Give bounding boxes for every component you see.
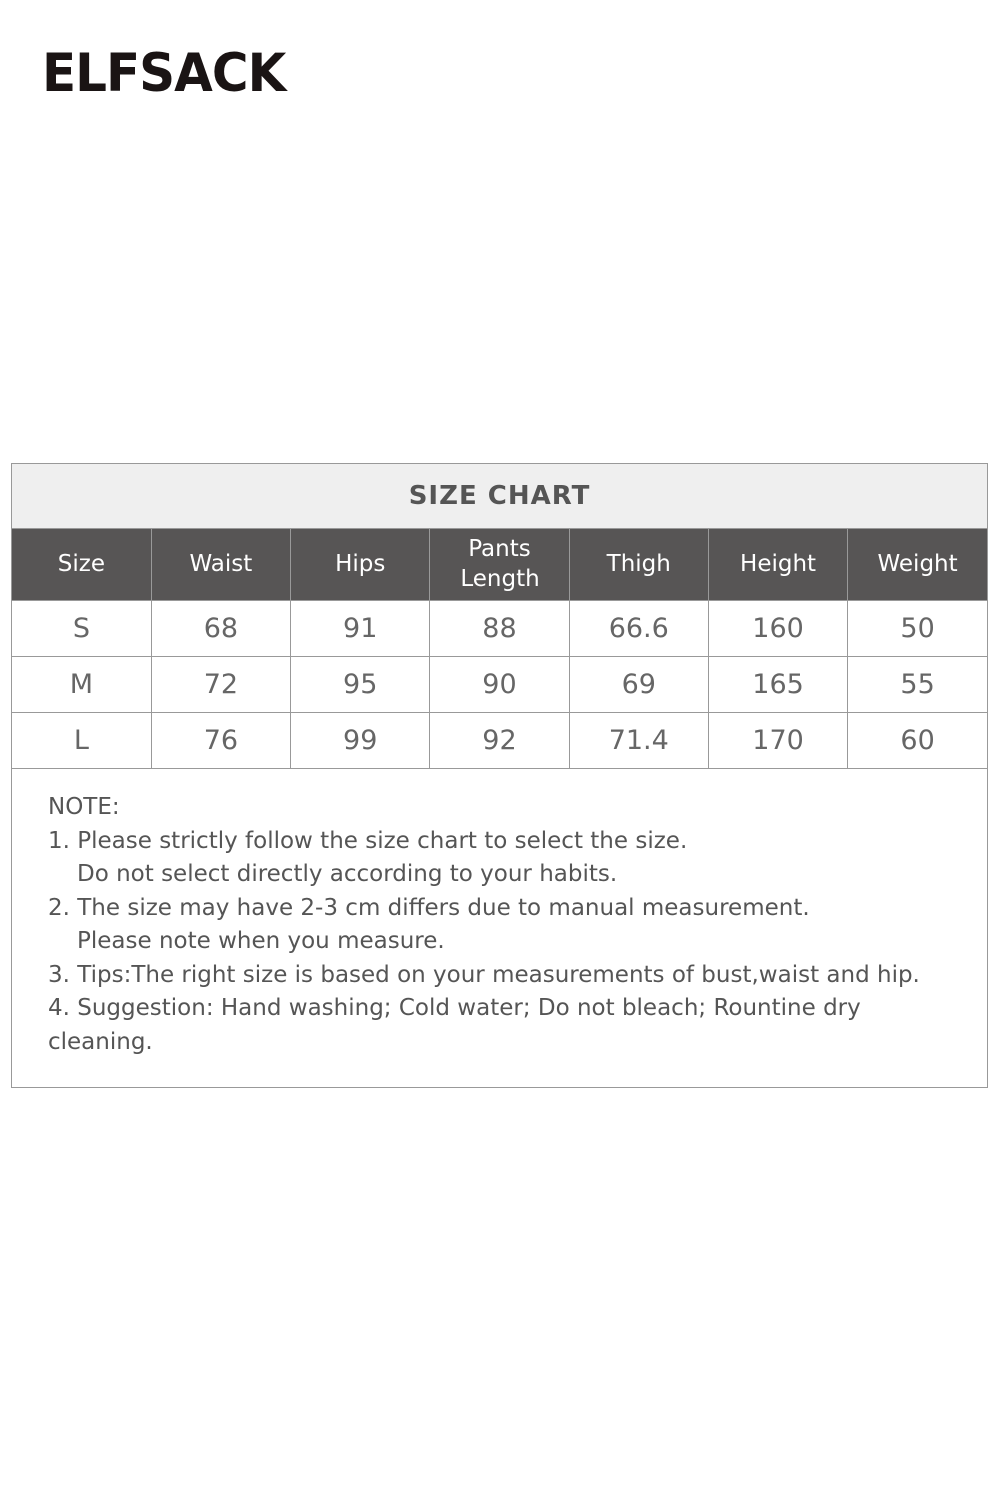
column-header: Thigh <box>568 529 709 601</box>
table-cell: 165 <box>707 656 848 713</box>
note-line: Do not select directly according to your… <box>77 861 618 887</box>
table-cell: 90 <box>429 656 570 713</box>
table-cell: M <box>12 656 152 713</box>
column-header: Waist <box>150 529 291 601</box>
table-cell: 92 <box>429 712 570 768</box>
table-cell: 95 <box>290 656 430 713</box>
table-cell: 66.6 <box>568 600 709 657</box>
table-cell: 99 <box>290 712 430 768</box>
table-cell: 50 <box>847 600 987 657</box>
table-cell: 71.4 <box>568 712 709 768</box>
size-chart-title: SIZE CHART <box>12 464 987 529</box>
notes-section: NOTE: 1. Please strictly follow the size… <box>12 768 987 1087</box>
table-cell: 91 <box>290 600 430 657</box>
size-table: Size Waist Hips Pants Length Thigh Height Weig… <box>12 529 987 768</box>
table-cell: 69 <box>568 656 709 713</box>
table-row: M 72 95 90 69 165 55 <box>12 656 987 713</box>
table-cell: 55 <box>847 656 987 713</box>
table-cell: 72 <box>150 656 291 713</box>
table-cell: 76 <box>150 712 291 768</box>
table-row: S 68 91 88 66.6 160 50 <box>12 600 987 657</box>
note-line: 2. The size may have 2-3 cm differs due … <box>48 894 810 921</box>
table-cell: 68 <box>150 600 291 657</box>
column-header: Weight <box>847 529 987 601</box>
table-header-row: Size Waist Hips Pants Length Thigh Height Weig… <box>12 529 987 601</box>
note-line: 4. Suggestion: Hand washing; Cold water;… <box>48 995 861 1055</box>
table-cell: 60 <box>847 712 987 768</box>
table-cell: L <box>12 712 152 768</box>
column-header: Pants Length <box>429 529 570 601</box>
notes-heading: NOTE: <box>48 794 120 820</box>
column-header: Hips <box>290 529 430 601</box>
brand-logo: ELFSACK <box>42 42 286 104</box>
table-row: L 76 99 92 71.4 170 60 <box>12 712 987 768</box>
table-cell: 88 <box>429 600 570 657</box>
table-cell: S <box>12 600 152 657</box>
table-cell: 160 <box>707 600 848 657</box>
size-chart: SIZE CHART Size Waist Hips Pants Length Thig… <box>11 463 988 1088</box>
note-line: Please note when you measure. <box>77 928 445 954</box>
note-line: 3. Tips:The right size is based on your … <box>48 961 920 988</box>
table-cell: 170 <box>707 712 848 768</box>
column-header: Size <box>12 529 152 601</box>
note-line: 1. Please strictly follow the size chart… <box>48 827 688 854</box>
column-header: Height <box>707 529 848 601</box>
